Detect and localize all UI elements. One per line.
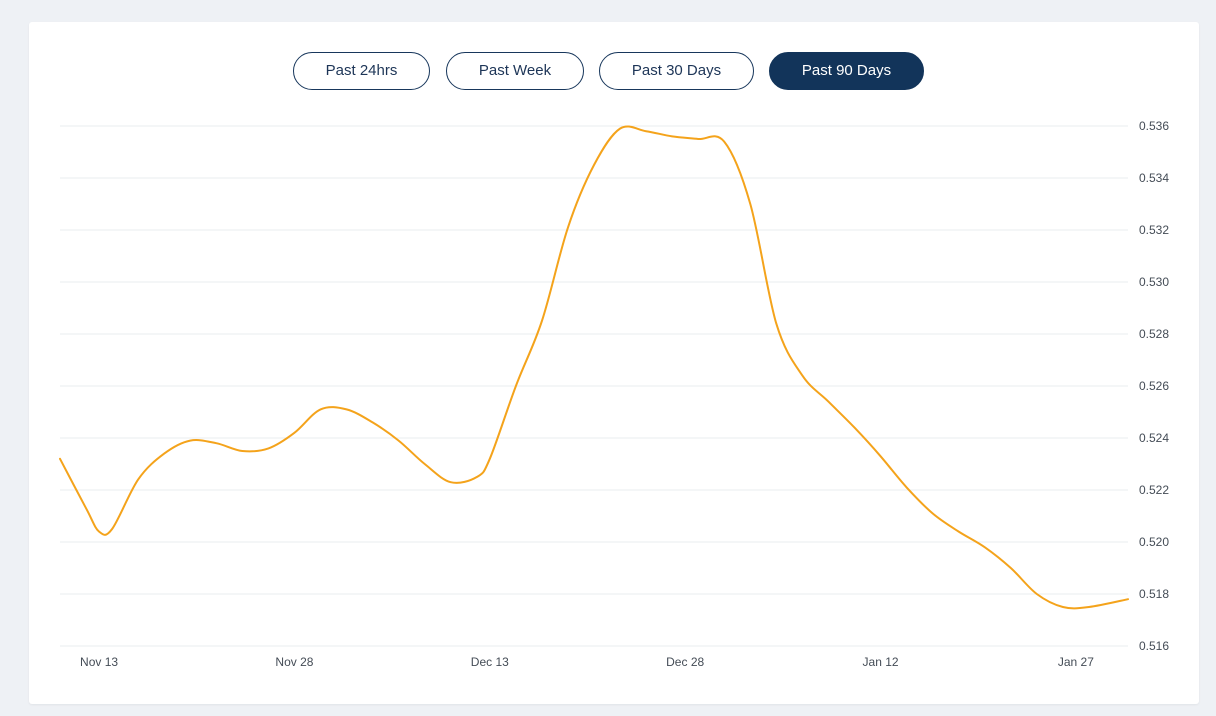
y-axis: 0.536 0.534 0.532 0.530 0.528 0.526 0.524 0.522… xyxy=(1139,119,1169,653)
x-tick-label: Jan 27 xyxy=(1058,655,1094,669)
y-tick-label: 0.522 xyxy=(1139,483,1169,497)
time-range-selector: Past 24hrs Past Week Past 30 Days Past 9… xyxy=(0,52,1216,90)
chart-card xyxy=(29,22,1199,704)
y-tick-label: 0.520 xyxy=(1139,535,1169,549)
x-tick-label: Jan 12 xyxy=(863,655,899,669)
tab-past-90-days[interactable]: Past 90 Days xyxy=(769,52,924,90)
y-tick-label: 0.524 xyxy=(1139,431,1169,445)
y-tick-label: 0.526 xyxy=(1139,379,1169,393)
x-tick-label: Nov 13 xyxy=(80,655,118,669)
tab-past-week[interactable]: Past Week xyxy=(446,52,584,90)
y-tick-label: 0.532 xyxy=(1139,223,1169,237)
y-tick-label: 0.534 xyxy=(1139,171,1169,185)
x-axis: Nov 13 Nov 28 Dec 13 Dec 28 Jan 12 Jan 27 xyxy=(80,655,1094,669)
tab-past-30-days[interactable]: Past 30 Days xyxy=(599,52,754,90)
y-tick-label: 0.516 xyxy=(1139,639,1169,653)
y-tick-label: 0.518 xyxy=(1139,587,1169,601)
tab-past-24hrs[interactable]: Past 24hrs xyxy=(293,52,430,90)
x-tick-label: Dec 28 xyxy=(666,655,704,669)
y-tick-label: 0.530 xyxy=(1139,275,1169,289)
y-tick-label: 0.528 xyxy=(1139,327,1169,341)
y-tick-label: 0.536 xyxy=(1139,119,1169,133)
chart-gridlines xyxy=(60,125,1128,647)
x-tick-label: Dec 13 xyxy=(471,655,509,669)
series-line xyxy=(59,125,1129,610)
x-tick-label: Nov 28 xyxy=(275,655,313,669)
